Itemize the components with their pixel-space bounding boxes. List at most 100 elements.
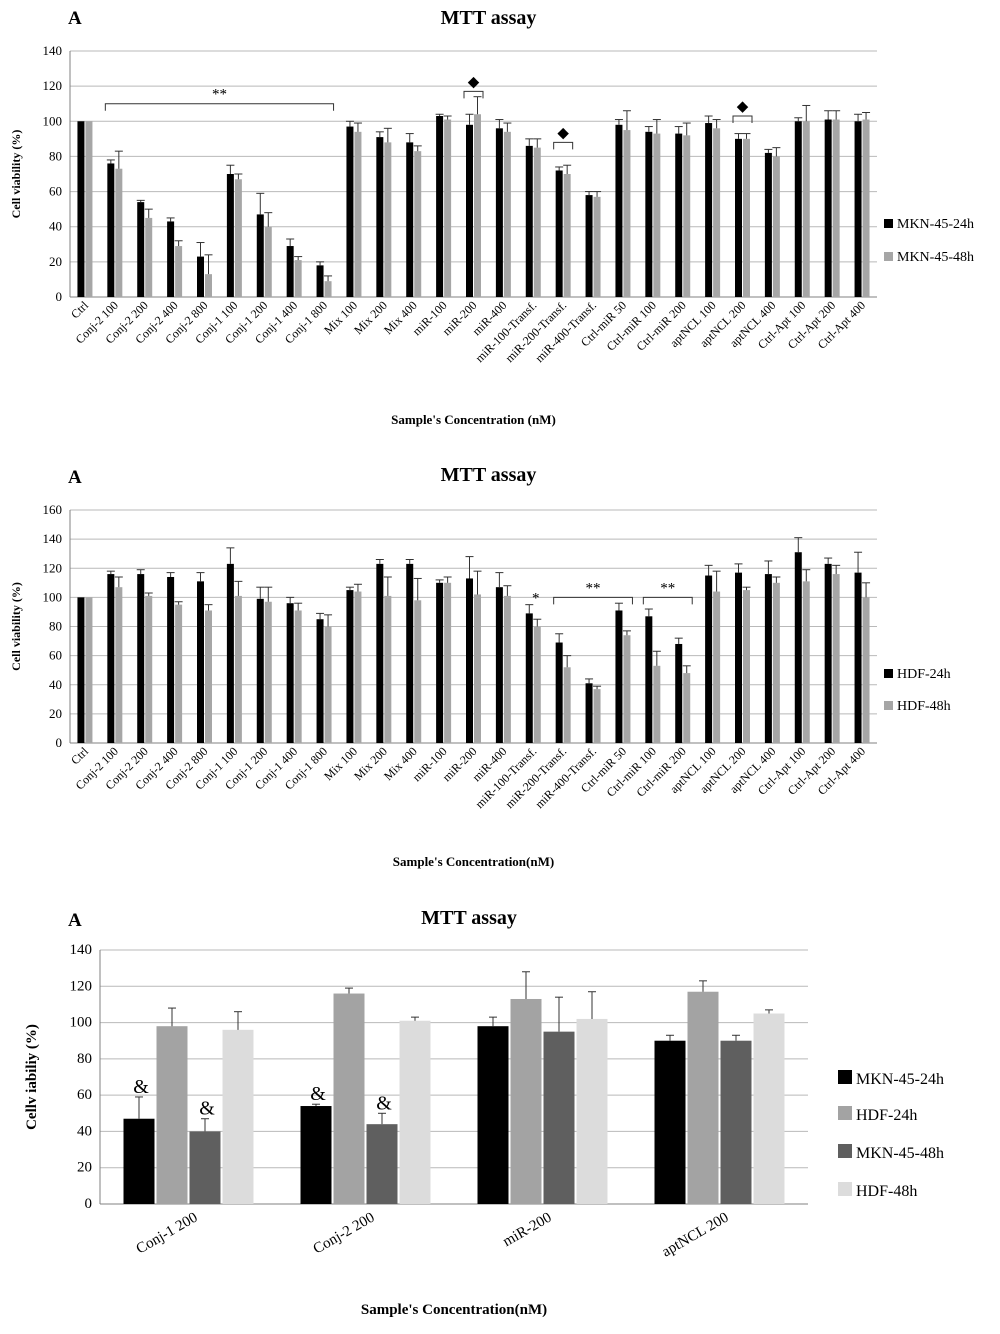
y-tick-label: 100 xyxy=(43,589,63,604)
bar xyxy=(444,119,452,298)
y-tick-label: 0 xyxy=(85,1196,93,1212)
bar xyxy=(115,168,123,297)
y-tick-label: 120 xyxy=(43,78,63,93)
bar xyxy=(286,603,294,743)
bar xyxy=(256,214,264,297)
bar xyxy=(167,576,175,743)
x-axis-title: Sample's Concentration (nM) xyxy=(391,412,556,427)
bar xyxy=(175,246,183,297)
bar xyxy=(316,619,324,743)
bar xyxy=(346,126,354,297)
bar xyxy=(406,142,414,297)
legend-label: HDF-24h xyxy=(856,1107,917,1124)
bar xyxy=(115,587,123,743)
y-tick-label: 80 xyxy=(49,148,62,163)
bar xyxy=(683,673,691,743)
y-axis-title: Cell viability (%) xyxy=(9,130,23,219)
y-tick-label: 120 xyxy=(70,978,93,994)
bar xyxy=(316,265,324,297)
bar xyxy=(832,119,840,298)
bar xyxy=(753,1013,785,1204)
legend-label: HDF-24h xyxy=(897,667,951,682)
significance-bracket xyxy=(463,90,484,99)
panel-label: A xyxy=(68,467,82,488)
bar xyxy=(477,1026,509,1204)
panel-label: A xyxy=(68,8,82,29)
significance-bracket xyxy=(732,115,753,124)
significance-mark: ◆ xyxy=(737,99,749,115)
chart-title: MTT assay xyxy=(421,907,517,929)
bar xyxy=(399,1020,431,1204)
bar xyxy=(414,151,422,297)
bar xyxy=(226,563,234,743)
bar xyxy=(525,145,533,297)
bar xyxy=(645,131,653,297)
bar xyxy=(683,135,691,297)
bar xyxy=(107,163,115,297)
bar xyxy=(354,131,362,297)
y-tick-label: 20 xyxy=(49,706,62,721)
bar xyxy=(376,137,384,297)
bar xyxy=(802,121,810,298)
bar xyxy=(145,595,153,743)
bar xyxy=(713,128,721,297)
bar xyxy=(772,582,780,743)
legend-label: MKN-45-24h xyxy=(897,217,974,232)
bar xyxy=(510,998,542,1204)
bar xyxy=(376,563,384,743)
bar xyxy=(563,174,571,297)
significance-mark: & xyxy=(376,1092,392,1114)
chart-title: MTT assay xyxy=(441,7,537,29)
bar xyxy=(300,1106,332,1204)
legend-swatch xyxy=(884,701,893,710)
bar xyxy=(256,598,264,743)
significance-mark: & xyxy=(310,1083,326,1105)
bar xyxy=(366,1124,398,1204)
y-tick-label: 140 xyxy=(43,43,63,58)
y-tick-label: 100 xyxy=(43,113,63,128)
y-tick-label: 40 xyxy=(77,1123,92,1139)
bar xyxy=(645,616,653,743)
y-tick-label: 40 xyxy=(49,219,62,234)
bar xyxy=(720,1040,752,1204)
bar xyxy=(466,578,473,743)
bar xyxy=(743,138,750,297)
panel-label: A xyxy=(68,910,82,931)
y-tick-label: 60 xyxy=(77,1087,92,1103)
bar xyxy=(824,563,832,743)
bar xyxy=(705,575,713,743)
bar xyxy=(503,595,511,743)
bar xyxy=(346,590,354,743)
bar xyxy=(735,572,742,743)
legend-label: HDF-48h xyxy=(897,699,951,714)
legend-swatch xyxy=(838,1106,852,1120)
bar xyxy=(862,119,870,298)
bar xyxy=(675,643,683,743)
bar xyxy=(794,552,802,743)
bar xyxy=(384,595,392,743)
bar xyxy=(436,582,444,743)
bar xyxy=(474,594,481,743)
bar xyxy=(555,642,563,743)
x-axis-title: Sample's Concentration(nM) xyxy=(361,1302,547,1318)
legend-label: MKN-45-24h xyxy=(856,1071,944,1088)
bar xyxy=(794,121,802,298)
bar xyxy=(384,142,392,297)
bar xyxy=(294,610,302,743)
significance-mark: & xyxy=(133,1076,149,1098)
bar xyxy=(862,597,870,743)
bar xyxy=(495,587,503,743)
legend-swatch xyxy=(884,219,893,228)
y-tick-label: 20 xyxy=(77,1160,92,1176)
significance-mark: * xyxy=(532,591,540,607)
legend-swatch xyxy=(884,669,893,678)
bar xyxy=(474,114,481,297)
bar xyxy=(77,597,85,743)
bar xyxy=(286,246,294,297)
bar xyxy=(264,226,272,297)
bar xyxy=(189,1131,221,1204)
bar xyxy=(593,196,601,297)
bar xyxy=(234,179,242,297)
significance-bracket xyxy=(104,103,335,111)
